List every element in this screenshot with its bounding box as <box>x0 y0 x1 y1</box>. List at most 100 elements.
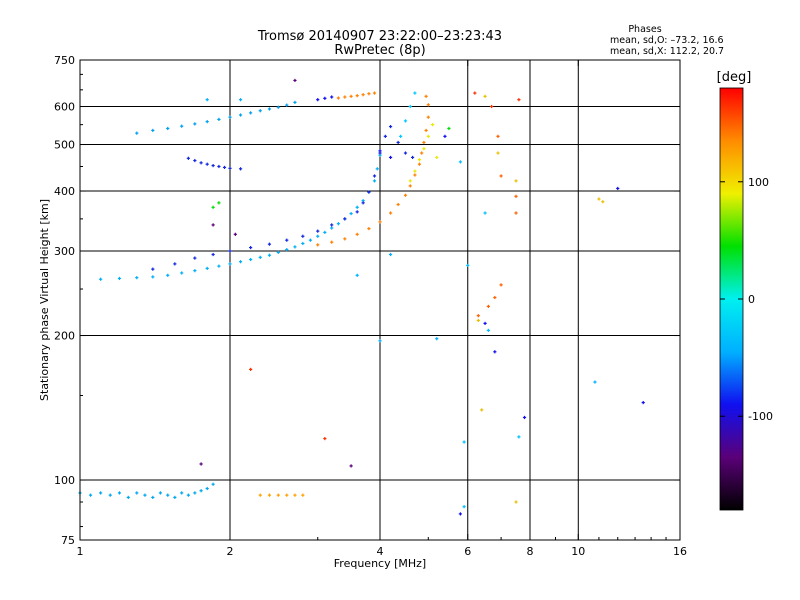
data-point <box>205 120 209 124</box>
data-point <box>435 337 439 341</box>
x-tick-label: 10 <box>571 545 585 558</box>
data-point <box>378 220 382 224</box>
data-point <box>267 493 272 497</box>
colorbar-tick-label: 0 <box>748 293 755 306</box>
data-point <box>458 160 463 164</box>
data-point <box>410 155 415 160</box>
data-point <box>135 491 139 495</box>
data-point <box>99 277 103 281</box>
data-point <box>496 134 500 138</box>
x-axis-ticks: 1 2 4 6 8 10 16 <box>77 60 687 558</box>
data-point <box>641 400 645 405</box>
data-point <box>388 124 393 129</box>
data-point <box>367 92 371 96</box>
data-point <box>388 211 393 215</box>
data-point <box>316 243 320 247</box>
data-point <box>343 95 347 99</box>
data-point <box>417 162 422 166</box>
data-point <box>293 78 297 83</box>
y-tick-label: 500 <box>54 139 75 152</box>
data-point <box>217 117 221 122</box>
data-point <box>151 495 155 500</box>
data-point <box>483 94 487 98</box>
data-point <box>408 184 412 188</box>
data-point <box>383 134 387 138</box>
data-point <box>276 105 280 109</box>
data-point <box>135 276 139 280</box>
data-point <box>422 147 426 151</box>
data-point <box>597 197 601 201</box>
x-tick-label: 1 <box>77 545 84 558</box>
data-point <box>238 260 243 264</box>
data-point <box>361 201 365 205</box>
x-tick-label: 6 <box>464 545 471 558</box>
data-point <box>222 165 227 170</box>
data-point <box>308 238 313 242</box>
grid-lines <box>80 60 680 540</box>
data-point <box>424 128 428 133</box>
data-point <box>330 226 334 230</box>
data-point <box>143 493 147 497</box>
data-point <box>301 234 305 238</box>
data-point <box>211 482 215 486</box>
data-point <box>593 380 597 384</box>
data-point <box>403 119 408 123</box>
data-point <box>316 229 320 233</box>
data-point <box>217 164 221 169</box>
data-point <box>186 493 190 497</box>
data-point <box>211 252 215 257</box>
data-point <box>117 491 122 495</box>
data-point <box>372 91 377 95</box>
data-point <box>238 113 243 117</box>
data-point <box>173 495 177 500</box>
data-point <box>285 493 289 497</box>
data-point <box>180 491 184 495</box>
data-point <box>430 123 435 127</box>
data-point <box>158 491 163 495</box>
data-point <box>316 234 320 238</box>
data-point <box>413 91 417 95</box>
data-point <box>238 167 243 171</box>
data-point <box>301 241 305 246</box>
data-point <box>267 242 272 246</box>
data-point <box>249 257 253 262</box>
data-point <box>514 194 518 198</box>
data-point <box>490 104 494 109</box>
data-point <box>323 230 327 235</box>
x-tick-label: 8 <box>527 545 534 558</box>
data-point <box>349 464 353 468</box>
x-tick-label: 2 <box>227 545 234 558</box>
data-point <box>330 95 334 99</box>
data-point <box>258 493 262 497</box>
data-point <box>426 134 430 138</box>
data-point <box>473 91 477 95</box>
data-point <box>399 134 403 138</box>
data-point <box>166 273 170 277</box>
data-point <box>285 238 289 242</box>
data-point <box>355 205 359 209</box>
data-point <box>217 201 221 205</box>
data-point <box>135 131 139 135</box>
data-point <box>476 314 480 318</box>
data-point <box>285 103 289 107</box>
colorbar-ticks: 100 0 -100 <box>720 176 773 423</box>
data-point <box>458 512 463 516</box>
data-point <box>336 96 340 100</box>
data-point <box>151 275 155 279</box>
data-point <box>205 162 209 166</box>
data-point <box>396 140 400 145</box>
data-point <box>238 98 243 102</box>
data-point <box>443 134 447 138</box>
data-point <box>514 179 518 183</box>
data-point <box>447 126 451 131</box>
data-point <box>199 161 203 165</box>
y-tick-label: 100 <box>54 474 75 487</box>
data-point <box>424 94 428 98</box>
data-point <box>616 186 620 191</box>
data-point <box>249 367 253 372</box>
data-point <box>355 94 359 98</box>
data-point <box>496 151 500 155</box>
data-point <box>372 174 377 178</box>
data-point <box>522 415 527 420</box>
